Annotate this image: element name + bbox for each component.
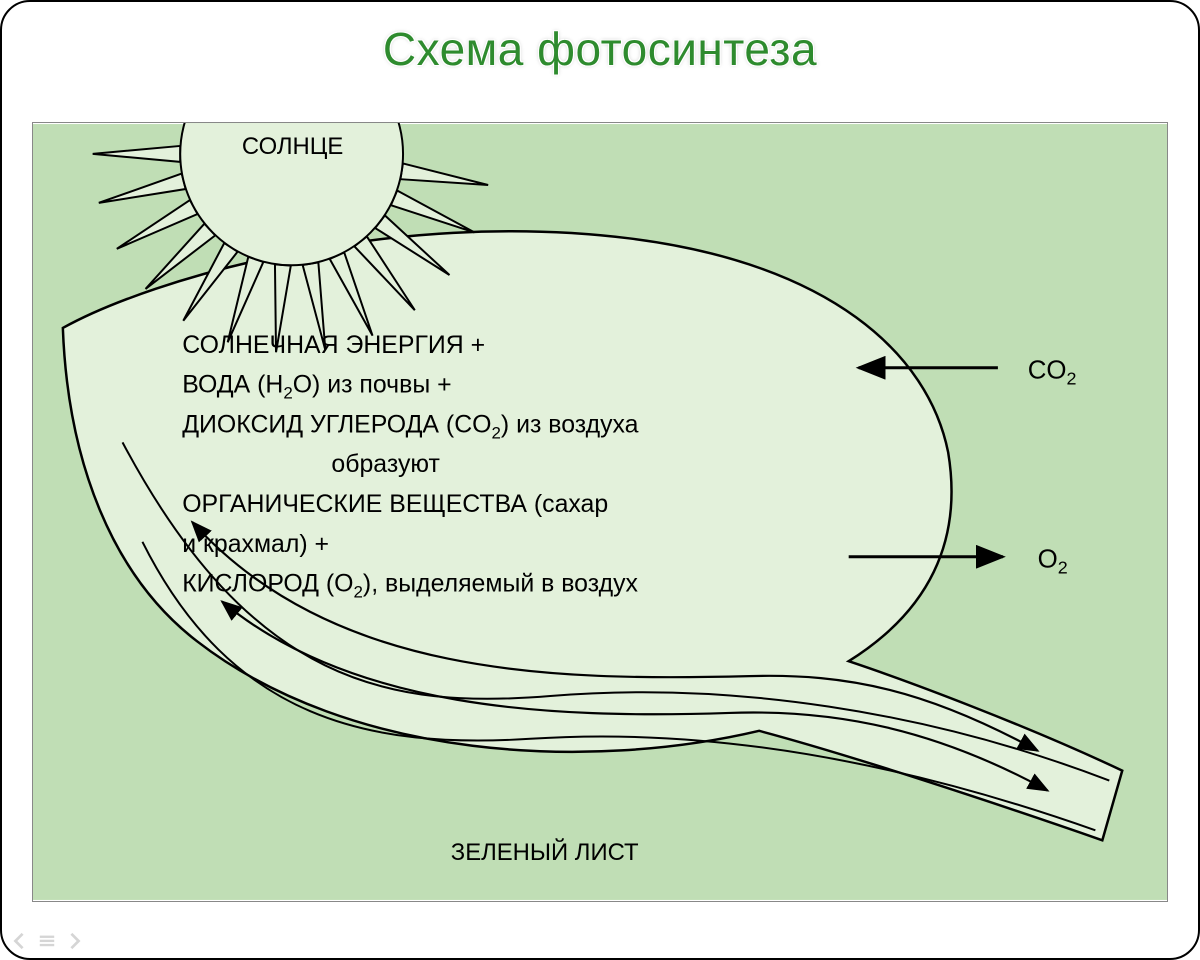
prev-slide-icon[interactable] [10, 932, 28, 950]
body-line-4: образуют [331, 450, 439, 478]
body-line-2: ВОДА (H2O) из почвы + [182, 371, 451, 403]
body-line-5: ОРГАНИЧЕСКИЕ ВЕЩЕСТВА (сахар [182, 490, 608, 518]
slide-title: Схема фотосинтеза [2, 22, 1198, 76]
body-line-1: СОЛНЕЧНАЯ ЭНЕРГИЯ + [182, 331, 485, 359]
slide-frame: Схема фотосинтеза [0, 0, 1200, 960]
sun-label: СОЛНЦЕ [242, 133, 343, 160]
body-line-3: ДИОКСИД УГЛЕРОДА (CO2) из воздуха [182, 410, 638, 442]
diagram-svg: СОЛНЦЕ CO2 O2 СОЛНЕЧНАЯ ЭНЕРГИЯ + ВОДА (… [33, 123, 1167, 901]
bottom-label: ЗЕЛЕНЫЙ ЛИСТ [451, 838, 639, 866]
menu-icon[interactable] [38, 932, 56, 950]
body-line-7: КИСЛОРОД (O2), выделяемый в воздух [182, 570, 638, 602]
body-line-6: и крахмал) + [182, 530, 329, 558]
slide-nav-controls [10, 932, 84, 950]
diagram-panel: СОЛНЦЕ CO2 O2 СОЛНЕЧНАЯ ЭНЕРГИЯ + ВОДА (… [32, 122, 1168, 902]
next-slide-icon[interactable] [66, 932, 84, 950]
